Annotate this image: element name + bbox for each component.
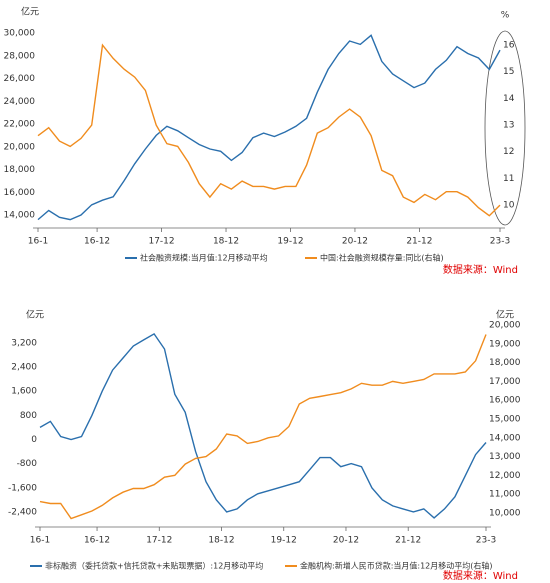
series-line: [39, 332, 487, 519]
y-tick-label: 26,000: [4, 74, 36, 84]
x-tick-label: 16-12: [84, 237, 110, 247]
y-tick-label: 1,600: [11, 387, 37, 397]
x-tick-label: 19-12: [271, 536, 297, 546]
y2-tick-label: 16: [503, 41, 515, 51]
y2-tick-label: 18,000: [489, 358, 521, 368]
series-line: [39, 334, 487, 520]
y-tick-label: 30,000: [4, 29, 36, 39]
y2-tick-label: 12,000: [489, 471, 521, 481]
y2-tick-label: 12: [503, 147, 514, 157]
y-tick-label: -1,600: [8, 483, 37, 493]
x-tick-label: 19-12: [277, 237, 303, 247]
x-tick-label: 17-12: [146, 536, 172, 546]
y2-axis-label: %: [501, 11, 510, 21]
legend-label: 社会融资规模:当月值:12月移动平均: [140, 253, 268, 263]
legend-label: 金融机构:新增人民币贷款:当月值:12月移动平均(右轴): [300, 561, 493, 571]
legend-label: 非标融资（委托贷款+信托贷款+未贴现票据）:12月移动平均: [45, 561, 263, 571]
y2-tick-label: 11: [503, 174, 514, 184]
x-tick-label: 18-12: [213, 237, 239, 247]
y2-axis-label: 亿元: [496, 309, 514, 321]
y-axis-label: 亿元: [26, 309, 44, 321]
y-tick-label: 22,000: [4, 120, 36, 130]
series-line: [37, 34, 501, 221]
series-line: [37, 43, 501, 217]
x-tick-label: 20-12: [342, 237, 368, 247]
y-tick-label: 14,000: [4, 211, 36, 221]
y2-tick-label: 14: [503, 94, 515, 104]
y2-tick-label: 15,000: [489, 414, 521, 424]
y2-tick-label: 17,000: [489, 377, 521, 387]
x-tick-label: 21-12: [406, 237, 432, 247]
x-tick-label: 17-12: [148, 237, 174, 247]
y2-tick-label: 13: [503, 121, 514, 131]
y2-tick-label: 13,000: [489, 452, 521, 462]
y-tick-label: -2,400: [8, 507, 37, 517]
y-tick-label: 18,000: [4, 165, 36, 175]
x-tick-label: 16-1: [30, 536, 50, 546]
y2-tick-label: 20,000: [489, 321, 521, 331]
y-tick-label: 20,000: [4, 142, 36, 152]
y2-tick-label: 10: [503, 201, 515, 211]
y2-tick-label: 11,000: [489, 490, 521, 500]
x-tick-label: 23-3: [476, 536, 496, 546]
y2-tick-label: 16,000: [489, 396, 521, 406]
x-tick-label: 18-12: [208, 536, 234, 546]
y-tick-label: 3,200: [11, 338, 37, 348]
y2-tick-label: 19,000: [489, 339, 521, 349]
source-note: 数据来源：Wind: [443, 569, 518, 582]
y-tick-label: 28,000: [4, 51, 36, 61]
y2-tick-label: 15: [503, 67, 514, 77]
y-tick-label: 2,400: [11, 363, 37, 373]
y2-tick-label: 10,000: [489, 508, 521, 518]
y-axis-label: 亿元: [21, 6, 39, 18]
x-tick-label: 16-1: [28, 237, 48, 247]
y2-tick-label: 14,000: [489, 433, 521, 443]
highlight-ellipse: [484, 30, 526, 226]
y-tick-label: 16,000: [4, 188, 36, 198]
x-tick-label: 23-3: [490, 237, 510, 247]
y-tick-label: 800: [20, 411, 37, 421]
x-tick-label: 20-12: [333, 536, 359, 546]
y-tick-label: 24,000: [4, 97, 36, 107]
x-tick-label: 16-12: [84, 536, 110, 546]
y-tick-label: -800: [17, 459, 38, 469]
legend-label: 中国:社会融资规模存量:同比(右轴): [320, 253, 444, 263]
x-tick-label: 21-12: [395, 536, 421, 546]
y-tick-label: 0: [31, 435, 37, 445]
source-note: 数据来源：Wind: [443, 263, 518, 276]
